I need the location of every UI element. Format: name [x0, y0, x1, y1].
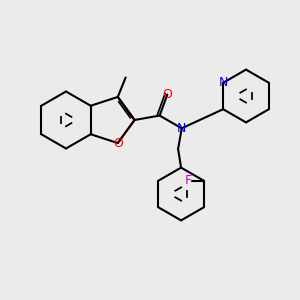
Text: O: O	[113, 136, 123, 150]
Text: F: F	[185, 174, 192, 187]
Text: O: O	[162, 88, 172, 101]
Text: N: N	[218, 76, 228, 89]
Text: N: N	[177, 122, 186, 135]
